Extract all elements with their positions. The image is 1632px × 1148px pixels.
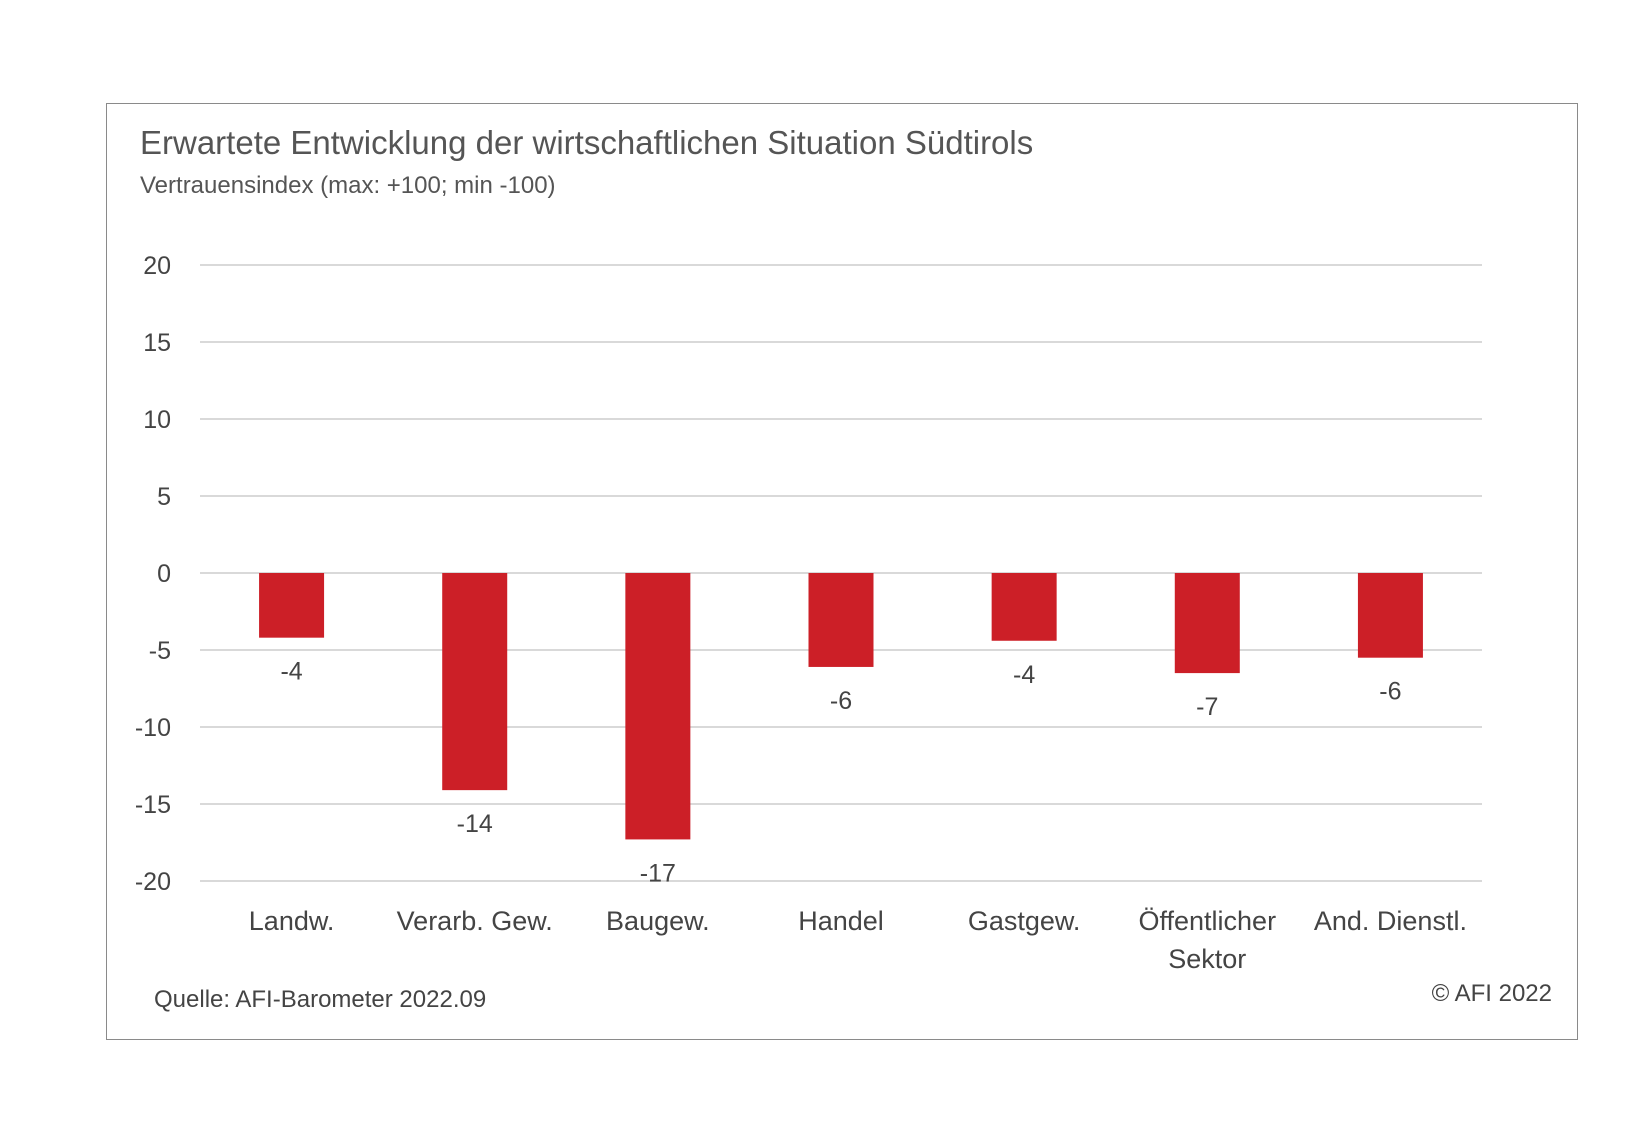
bar <box>808 573 874 667</box>
bar <box>1174 573 1240 674</box>
x-category-label: Baugew. <box>606 906 710 936</box>
chart-frame <box>106 103 1578 1040</box>
data-label: -4 <box>1013 661 1035 689</box>
x-axis-categories: Landw. Verarb. Gew. Baugew. Handel Gastgew. Ö… <box>249 906 1467 974</box>
data-label: -4 <box>280 658 302 686</box>
bar <box>259 573 325 638</box>
chart-subtitle: Vertrauensindex (max: +100; min -100) <box>140 172 556 199</box>
data-label: -14 <box>457 810 493 838</box>
y-axis-ticks: 20 15 10 5 0 -5 -10 -15 -20 <box>135 252 171 896</box>
x-category-label: Landw. <box>249 906 335 936</box>
chart-title: Erwartete Entwicklung der wirtschaftlich… <box>140 124 1034 161</box>
y-tick-label: -10 <box>135 714 171 742</box>
x-category-label: And. Dienstl. <box>1314 906 1467 936</box>
bars <box>259 573 1423 840</box>
source-note: Quelle: AFI-Barometer 2022.09 <box>154 986 487 1013</box>
bar <box>625 573 691 840</box>
data-label: -6 <box>830 687 852 715</box>
y-tick-label: 0 <box>157 560 171 588</box>
y-tick-label: 10 <box>143 406 171 434</box>
x-category-label: Gastgew. <box>968 906 1081 936</box>
data-label: -17 <box>640 859 676 887</box>
y-tick-label: 20 <box>143 252 171 280</box>
x-category-label: Öffentlicher <box>1138 906 1276 936</box>
y-tick-label: 15 <box>143 329 171 357</box>
data-label: -7 <box>1196 693 1218 721</box>
x-category-label: Sektor <box>1168 944 1246 974</box>
data-labels: -4 -14 -17 -6 -4 -7 -6 <box>280 658 1401 888</box>
x-category-label: Verarb. Gew. <box>397 906 553 936</box>
data-label: -6 <box>1379 678 1401 706</box>
y-tick-label: 5 <box>157 483 171 511</box>
x-category-label: Handel <box>798 906 884 936</box>
bar <box>442 573 508 791</box>
copyright-note: © AFI 2022 <box>1431 980 1552 1007</box>
y-tick-label: -15 <box>135 791 171 819</box>
bar <box>1357 573 1423 658</box>
y-tick-label: -5 <box>149 637 171 665</box>
bar <box>991 573 1057 641</box>
y-tick-label: -20 <box>135 868 171 896</box>
